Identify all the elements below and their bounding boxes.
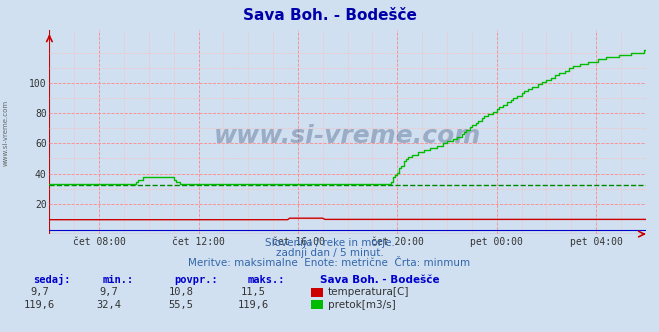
Text: Slovenija / reke in morje.: Slovenija / reke in morje.: [264, 238, 395, 248]
Text: Meritve: maksimalne  Enote: metrične  Črta: minmum: Meritve: maksimalne Enote: metrične Črta…: [188, 258, 471, 268]
Text: www.si-vreme.com: www.si-vreme.com: [2, 100, 9, 166]
Text: 11,5: 11,5: [241, 288, 266, 297]
Text: 32,4: 32,4: [96, 300, 121, 310]
Text: temperatura[C]: temperatura[C]: [328, 288, 410, 297]
Text: 119,6: 119,6: [238, 300, 270, 310]
Text: 119,6: 119,6: [24, 300, 55, 310]
Text: zadnji dan / 5 minut.: zadnji dan / 5 minut.: [275, 248, 384, 258]
Text: maks.:: maks.:: [247, 275, 285, 285]
Text: 55,5: 55,5: [169, 300, 194, 310]
Text: pretok[m3/s]: pretok[m3/s]: [328, 300, 396, 310]
Text: 9,7: 9,7: [30, 288, 49, 297]
Text: Sava Boh. - Bodešče: Sava Boh. - Bodešče: [320, 275, 440, 285]
Text: min.:: min.:: [102, 275, 133, 285]
Text: povpr.:: povpr.:: [175, 275, 218, 285]
Text: www.si-vreme.com: www.si-vreme.com: [214, 124, 481, 148]
Text: 10,8: 10,8: [169, 288, 194, 297]
Text: sedaj:: sedaj:: [33, 274, 71, 285]
Text: Sava Boh. - Bodešče: Sava Boh. - Bodešče: [243, 8, 416, 23]
Text: 9,7: 9,7: [100, 288, 118, 297]
